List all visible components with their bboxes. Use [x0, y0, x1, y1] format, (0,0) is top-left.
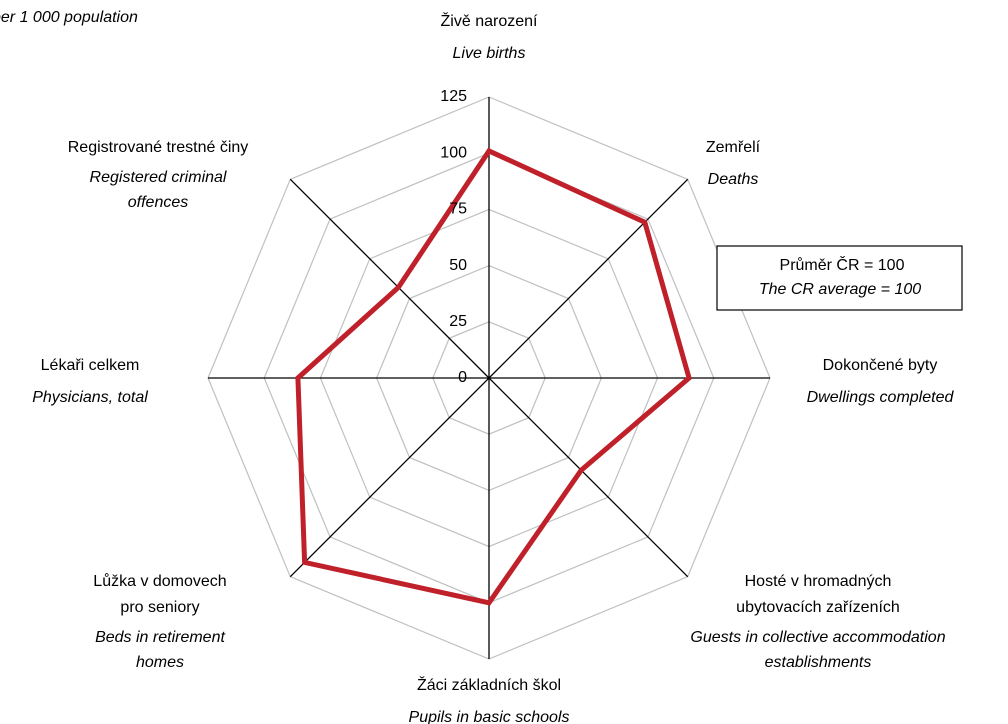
category-label-en: Pupils in basic schools	[409, 709, 570, 724]
category-label-en: Live births	[453, 45, 526, 62]
chart-title: per 1 000 population	[0, 9, 138, 26]
category-label-en: Physicians, total	[32, 389, 148, 406]
category-label: Lékaři celkem	[41, 357, 140, 374]
axis-line	[289, 377, 490, 578]
tick-label: 75	[449, 201, 467, 218]
annotation: Průměr ČR = 100	[780, 255, 905, 274]
tick-label: 100	[440, 144, 467, 161]
category-label-en: establishments	[765, 654, 872, 671]
tick-label: 25	[449, 313, 467, 330]
axis-line	[488, 377, 689, 578]
axis-line	[289, 178, 490, 379]
category-label-en: Dwellings completed	[807, 389, 955, 406]
category-label: pro seniory	[120, 599, 199, 616]
category-label: Žáci základních škol	[417, 675, 561, 694]
category-label: Registrované trestné činy	[68, 139, 249, 156]
category-label-en: Deaths	[708, 171, 759, 188]
category-label-en: Registered criminal	[90, 169, 227, 186]
axis-line	[488, 178, 689, 379]
category-label: Lůžka v domovech	[93, 572, 226, 590]
category-label-en: Guests in collective accommodation	[690, 629, 945, 646]
annotation: The CR average = 100	[759, 281, 921, 298]
category-label-en: homes	[136, 654, 184, 671]
tick-label: 50	[449, 257, 467, 274]
category-label-en: Beds in retirement	[95, 629, 225, 646]
tick-label: 125	[440, 88, 467, 105]
data-line	[295, 147, 692, 606]
category-label: Živě narození	[441, 11, 538, 30]
annotation-box	[716, 245, 963, 311]
category-label: Zemřelí	[706, 139, 761, 156]
category-label: Dokončené byty	[823, 357, 938, 374]
category-label: Hosté v hromadných	[745, 573, 892, 590]
tick-label: 0	[458, 369, 467, 386]
category-label-en: offences	[128, 194, 188, 211]
category-label: ubytovacích zařízeních	[736, 599, 900, 616]
